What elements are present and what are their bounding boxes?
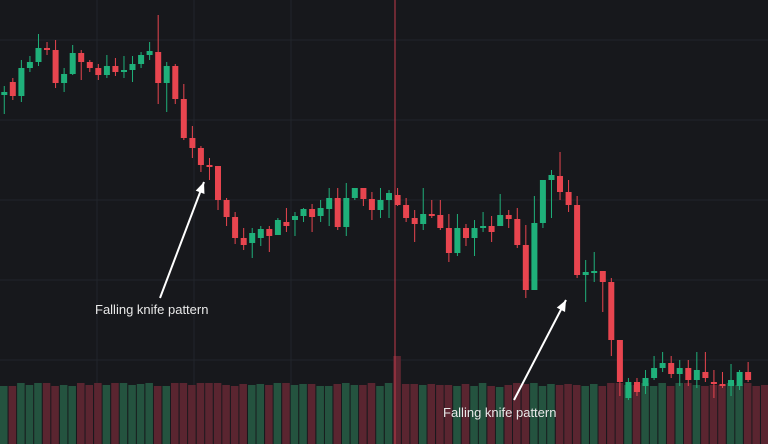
annotation-label-1: Falling knife pattern [95, 302, 209, 317]
annotation-label-2: Falling knife pattern [443, 405, 557, 420]
